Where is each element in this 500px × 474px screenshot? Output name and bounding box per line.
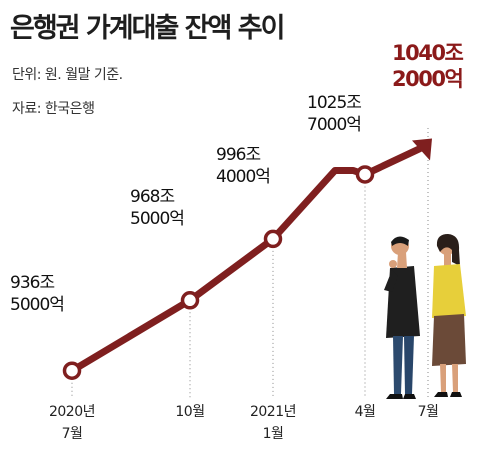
data-label-line: 1025조 xyxy=(307,93,361,113)
markers xyxy=(62,165,375,380)
arrow-head-icon xyxy=(412,138,432,161)
data-label: 1040조 2000억 xyxy=(392,41,463,91)
data-point xyxy=(263,229,283,249)
data-point xyxy=(62,361,82,380)
x-tick-label-line: 2020년 xyxy=(49,404,95,420)
x-tick-label: 4월 xyxy=(355,404,376,420)
data-label-line: 2000억 xyxy=(392,67,462,91)
x-tick-label: 2020년 7월 xyxy=(49,404,95,442)
x-tick-label: 2021년 1월 xyxy=(250,404,296,442)
x-tick-label: 7월 xyxy=(418,404,439,420)
unit-note: 단위: 원. 월말 기준. xyxy=(12,67,123,83)
chart-title: 은행권 가계대출 잔액 추이 xyxy=(10,13,285,44)
x-tick-label-line: 7월 xyxy=(418,404,439,420)
data-point xyxy=(180,291,200,310)
data-label-line: 936조 xyxy=(10,273,54,293)
data-label-line: 4000억 xyxy=(216,167,270,187)
data-point xyxy=(355,165,375,184)
x-tick-label-line: 1월 xyxy=(263,426,284,442)
data-label-line: 996조 xyxy=(216,145,260,165)
illustration-people xyxy=(384,234,466,399)
x-tick-label-line: 2021년 xyxy=(250,404,296,420)
data-label: 996조 4000억 xyxy=(216,145,270,187)
x-tick-label-line: 7월 xyxy=(62,426,83,442)
data-label-line: 968조 xyxy=(130,187,174,207)
source-note: 자료: 한국은행 xyxy=(12,101,95,117)
data-label: 968조 5000억 xyxy=(130,187,184,229)
x-tick-label: 10월 xyxy=(175,404,204,420)
data-label-line: 7000억 xyxy=(307,115,361,135)
data-label-line: 5000억 xyxy=(130,209,184,229)
data-label-line: 1040조 xyxy=(392,41,463,65)
x-tick-label-line: 10월 xyxy=(175,404,204,420)
data-label: 936조 5000억 xyxy=(10,273,64,315)
data-label-line: 5000억 xyxy=(10,295,64,315)
x-axis-ticks: 2020년 7월 10월 2021년 1월 4월 7월 xyxy=(49,404,439,442)
woman-figure xyxy=(432,234,466,397)
x-tick-label-line: 4월 xyxy=(355,404,376,420)
man-figure xyxy=(384,236,420,399)
data-label: 1025조 7000억 xyxy=(307,93,361,135)
